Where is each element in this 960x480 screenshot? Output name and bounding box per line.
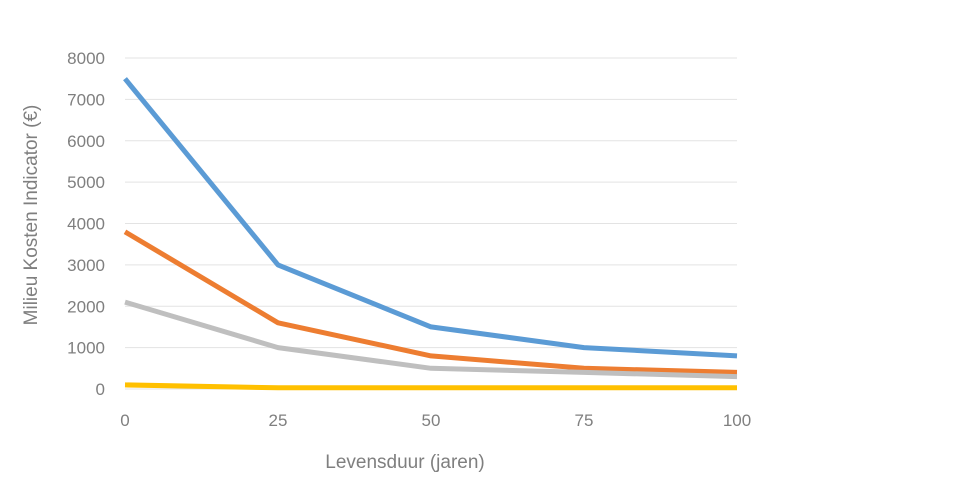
- y-tick-label: 5000: [67, 173, 105, 192]
- y-tick-label: 8000: [67, 49, 105, 68]
- x-axis-title: Levensduur (jaren): [325, 452, 484, 473]
- x-axis-ticks: 0 25 50 75 100: [120, 411, 751, 430]
- y-axis-title: Milieu Kosten Indicator (€): [21, 105, 42, 326]
- gridlines: [125, 57, 737, 390]
- y-tick-label: 1000: [67, 339, 105, 358]
- y-tick-label: 7000: [67, 90, 105, 109]
- y-tick-label: 4000: [67, 215, 105, 234]
- x-tick-label: 0: [120, 411, 129, 430]
- series-line-4: [124, 382, 737, 391]
- x-tick-label: 75: [575, 411, 594, 430]
- y-tick-label: 3000: [67, 256, 105, 275]
- y-axis-ticks: 0 1000 2000 3000 4000 5000 6000 7000 8000: [67, 49, 105, 399]
- y-tick-label: 6000: [67, 132, 105, 151]
- y-tick-label: 0: [96, 380, 105, 399]
- series-line-2: [123, 229, 738, 375]
- series-line-3: [124, 299, 738, 380]
- x-tick-label: 100: [723, 411, 751, 430]
- y-tick-label: 2000: [67, 297, 105, 316]
- series-lines: [123, 77, 738, 391]
- x-tick-label: 50: [422, 411, 441, 430]
- x-tick-label: 25: [269, 411, 288, 430]
- series-line-1: [123, 77, 738, 359]
